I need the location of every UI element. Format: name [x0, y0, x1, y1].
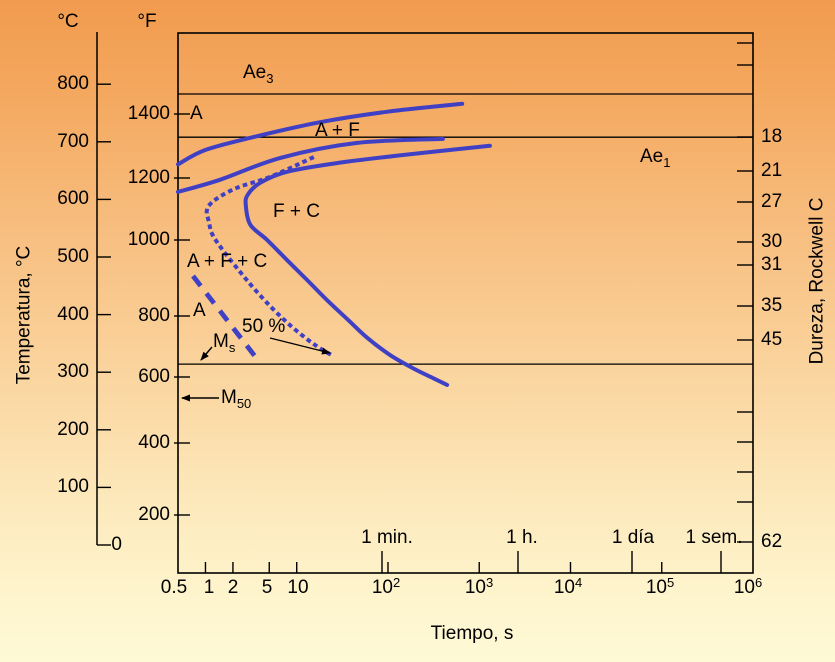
x-tick-label: 5 [261, 577, 273, 598]
hardness-tick-label: 31 [761, 254, 783, 275]
x-tick-label: 2 [227, 577, 239, 598]
celsius-tick-label: 700 [57, 130, 89, 152]
austenite-label-mid: A [193, 300, 206, 321]
curve-bainite-c-curve [243, 143, 492, 387]
ferrite-carbide-label: F + C [273, 201, 320, 222]
celsius-tick-label: 0 [111, 534, 122, 555]
ms-base: M [213, 331, 229, 352]
x-tick-label: 104 [553, 575, 583, 598]
hardness-tick-label: 45 [761, 329, 783, 350]
celsius-tick-label: 300 [57, 361, 89, 383]
x-tick-label: 102 [371, 575, 401, 598]
fahrenheit-unit-header: °F [137, 11, 157, 32]
ae1-base: Ae [640, 146, 664, 167]
time-marker-1dia: 1 día [611, 527, 655, 548]
m50-sub: 50 [236, 396, 252, 411]
x-tick-label: 106 [733, 575, 763, 598]
curve-ferrite-finish [176, 136, 445, 194]
celsius-unit-header: °C [57, 11, 79, 32]
x-tick-label: 0.5 [160, 577, 188, 598]
fahrenheit-tick-label: 1200 [127, 167, 170, 188]
time-marker-1min: 1 min. [361, 527, 413, 548]
fahrenheit-tick-label: 1400 [127, 103, 170, 124]
celsius-tick-label: 400 [57, 303, 89, 325]
m50-base: M [221, 387, 237, 408]
ae3-label: Ae3 [243, 62, 274, 86]
hardness-tick-label: 62 [761, 531, 783, 552]
celsius-tick-label: 600 [57, 188, 89, 210]
ms-sub: s [228, 340, 236, 355]
x-tick-label: 105 [645, 575, 675, 598]
hardness-tick-label: 30 [761, 231, 783, 252]
fahrenheit-tick-label: 400 [138, 432, 170, 453]
pct50-arrow [269, 337, 331, 355]
fifty-percent-label: 50 % [242, 316, 286, 337]
ms-label: Ms [213, 331, 236, 355]
ae3-sub: 3 [266, 71, 274, 86]
x-tick-label: 103 [464, 575, 494, 598]
fahrenheit-tick-label: 600 [138, 366, 170, 387]
hardness-tick-label: 18 [761, 126, 783, 147]
hardness-tick-label: 27 [761, 191, 783, 212]
fahrenheit-tick-label: 800 [138, 305, 170, 326]
celsius-tick-label: 500 [57, 246, 89, 267]
curve-fifty-percent-dotted [204, 155, 335, 358]
celsius-tick-label: 200 [57, 418, 89, 440]
fahrenheit-tick-label: 200 [138, 504, 170, 525]
celsius-tick-label: 100 [57, 476, 89, 498]
curve-ferrite-start [176, 101, 465, 167]
x-axis-title: Tiempo, s [430, 623, 514, 644]
time-marker-1sem: 1 sem. [685, 527, 743, 548]
austenite-ferrite-label: A + F [315, 120, 360, 141]
hardness-tick-label: 21 [761, 160, 783, 181]
ae1-label: Ae1 [640, 146, 671, 170]
ae3-base: Ae [243, 62, 267, 83]
austenite-ferrite-carbide-label: A + F + C [187, 251, 268, 272]
curve-ms-extension-dashed [191, 274, 258, 359]
hardness-tick-label: 35 [761, 295, 783, 316]
fahrenheit-tick-label: 1000 [127, 229, 170, 250]
x-tick-label: 10 [287, 577, 309, 598]
ms-arrow [200, 346, 213, 361]
hardness-axis-title: Dureza, Rockwell C [806, 197, 828, 365]
ae1-sub: 1 [663, 155, 671, 170]
time-marker-1h: 1 h. [506, 527, 538, 548]
austenite-label-top: A [190, 103, 203, 124]
celsius-tick-label: 800 [57, 73, 89, 95]
m50-label: M50 [221, 387, 252, 411]
x-tick-label: 1 [203, 577, 215, 598]
